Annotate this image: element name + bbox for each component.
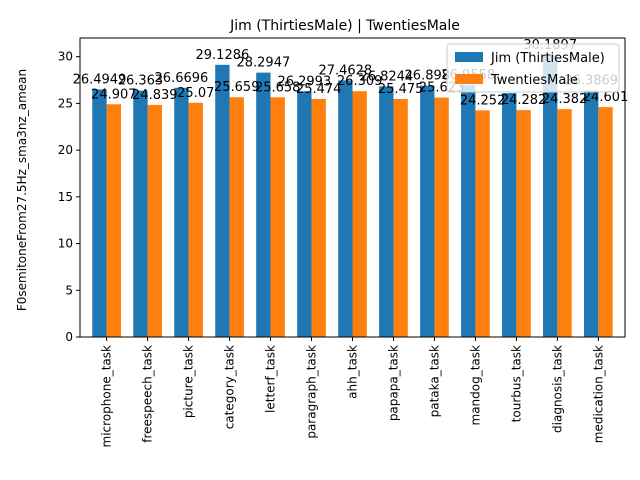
value-label-1-6: 26.309	[337, 74, 383, 89]
y-tick-label-1: 5	[65, 283, 73, 297]
x-tick-label-7: papapa_task	[386, 345, 400, 421]
y-tick-label-5: 25	[58, 96, 73, 110]
value-label-0-2: 26.6696	[155, 71, 209, 86]
x-tick-label-1: freespeech_task	[141, 345, 155, 443]
bar-1-1	[147, 104, 162, 338]
x-tick-label-11: diagnosis_task	[550, 345, 564, 433]
value-label-1-10: 24.282	[501, 93, 547, 108]
value-label-1-4: 25.658	[255, 80, 301, 95]
x-tick-label-4: letterf_task	[264, 345, 278, 413]
legend-swatch-1	[455, 74, 483, 84]
y-tick-label-6: 30	[58, 50, 73, 64]
bar-1-8	[434, 97, 449, 338]
value-label-1-2: 25.07	[177, 86, 214, 101]
y-axis-label: F0semitoneFrom27.5Hz_sma3nz_amean	[15, 69, 29, 311]
value-label-1-11: 24.382	[542, 92, 588, 107]
bars-group	[92, 54, 613, 338]
value-label-1-12: 24.601	[583, 90, 629, 105]
value-label-0-0: 26.4949	[73, 72, 127, 87]
x-tick-label-8: pataka_task	[427, 345, 441, 417]
value-label-0-1: 26.363	[118, 74, 164, 89]
y-tick-label-0: 0	[65, 330, 73, 344]
bar-1-2	[188, 102, 203, 337]
x-tick-label-12: medication_task	[591, 345, 605, 443]
value-label-0-8: 26.898	[405, 69, 451, 84]
legend-label-1: TwentiesMale	[490, 73, 578, 88]
value-label-0-6: 27.4628	[318, 63, 372, 78]
y-tick-label-2: 10	[58, 237, 73, 251]
y-tick-label-3: 15	[58, 190, 73, 204]
bar-1-4	[270, 97, 285, 338]
bar-1-3	[229, 97, 244, 337]
y-tick-label-4: 20	[58, 143, 73, 157]
value-label-1-0: 24.907	[91, 87, 137, 102]
value-label-1-7: 25.475	[378, 82, 424, 97]
chart-title: Jim (ThirtiesMale) | TwentiesMale	[229, 18, 460, 34]
bar-0-12	[584, 90, 599, 337]
legend: Jim (ThirtiesMale) TwentiesMale	[446, 43, 620, 93]
bar-1-11	[557, 109, 572, 337]
value-label-1-5: 25.474	[296, 82, 342, 97]
value-label-1-1: 24.839	[132, 88, 178, 103]
value-label-1-3: 25.659	[214, 80, 260, 95]
bar-0-4	[256, 72, 271, 337]
bar-1-5	[311, 98, 326, 337]
bar-0-1	[133, 90, 148, 337]
bar-1-12	[598, 107, 613, 338]
bar-0-7	[379, 86, 394, 337]
legend-box	[446, 43, 620, 93]
bar-1-7	[393, 98, 408, 337]
value-label-0-3: 29.1286	[196, 48, 250, 63]
x-tick-label-2: picture_task	[182, 345, 196, 418]
bar-1-9	[475, 110, 490, 337]
bar-0-8	[420, 85, 435, 337]
bar-0-6	[338, 80, 353, 337]
bar-0-11	[543, 54, 558, 338]
x-tick-label-0: microphone_task	[100, 345, 114, 447]
bar-1-0	[106, 104, 121, 338]
legend-label-0: Jim (ThirtiesMale)	[490, 51, 605, 66]
legend-swatch-0	[455, 52, 483, 62]
bar-0-10	[502, 93, 517, 337]
value-label-0-4: 28.2947	[236, 56, 290, 71]
x-tick-label-5: paragraph_task	[305, 345, 319, 439]
x-tick-label-9: mandog_task	[468, 345, 482, 426]
value-label-1-9: 24.252	[460, 93, 506, 108]
bar-0-2	[174, 87, 189, 337]
x-tick-label-3: category_task	[223, 345, 237, 429]
bar-0-0	[92, 89, 107, 337]
x-tick-label-6: ahh_task	[346, 345, 360, 399]
value-label-0-5: 26.2993	[277, 74, 331, 89]
bar-1-6	[352, 91, 367, 337]
bar-1-10	[516, 110, 531, 338]
x-tick-label-10: tourbus_task	[509, 345, 523, 422]
bar-0-3	[215, 64, 230, 337]
value-label-0-7: 26.8244	[359, 69, 413, 84]
axes-group: 0 5 10 15 20 25 30 microphone_task freespeech_ta…	[58, 37, 626, 447]
bar-0-9	[461, 85, 476, 337]
bar-0-5	[297, 91, 312, 337]
